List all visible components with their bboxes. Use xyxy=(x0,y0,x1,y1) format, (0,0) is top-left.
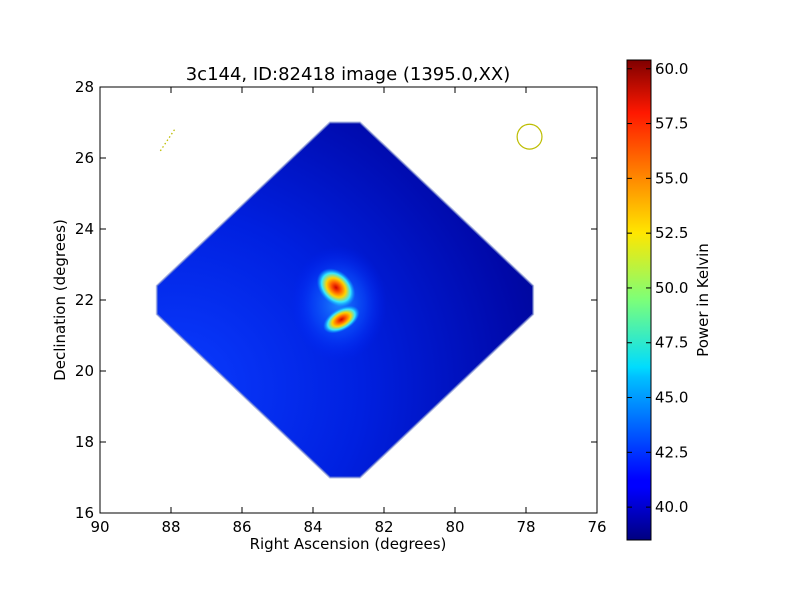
x-tick-label: 82 xyxy=(374,518,393,536)
colorbar-tick-label: 50.0 xyxy=(655,279,688,297)
colorbar xyxy=(626,59,652,541)
y-axis-title: Declination (degrees) xyxy=(51,219,69,381)
x-tick-label: 90 xyxy=(90,518,109,536)
dotted-marker xyxy=(159,129,176,152)
y-tick-label: 18 xyxy=(75,433,94,451)
y-tick-label: 26 xyxy=(75,149,94,167)
x-tick-label: 78 xyxy=(516,518,535,536)
x-axis: 90 88 86 84 82 80 78 76 xyxy=(90,87,607,536)
colorbar-tick-label: 45.0 xyxy=(655,389,688,407)
y-axis: 16 18 20 22 24 26 28 xyxy=(75,78,597,522)
colorbar-tick-label: 55.0 xyxy=(655,169,688,187)
colorbar-tick-label: 52.5 xyxy=(655,224,688,242)
y-tick-label: 24 xyxy=(75,220,94,238)
x-tick-label: 76 xyxy=(587,518,606,536)
colorbar-ticks: 40.0 42.5 45.0 47.5 50.0 52.5 55.0 57.5 60.0 xyxy=(627,60,688,516)
colorbar-tick-label: 47.5 xyxy=(655,334,688,352)
x-axis-title: Right Ascension (degrees) xyxy=(250,535,447,553)
sky-map xyxy=(155,121,535,479)
x-tick-label: 80 xyxy=(445,518,464,536)
y-tick-label: 20 xyxy=(75,362,94,380)
x-tick-label: 88 xyxy=(161,518,180,536)
x-tick-label: 86 xyxy=(232,518,251,536)
y-tick-label: 16 xyxy=(75,504,94,522)
colorbar-tick-label: 60.0 xyxy=(655,60,688,78)
beam-circle xyxy=(516,123,543,150)
colorbar-tick-label: 57.5 xyxy=(655,115,688,133)
annotations xyxy=(159,123,543,152)
x-tick-label: 84 xyxy=(303,518,322,536)
y-tick-label: 28 xyxy=(75,78,94,96)
colorbar-tick-label: 42.5 xyxy=(655,443,688,461)
y-tick-label: 22 xyxy=(75,291,94,309)
source-peak xyxy=(323,305,360,334)
source-peak xyxy=(316,268,356,307)
chart-title: 3c144, ID:82418 image (1395.0,XX) xyxy=(186,64,511,85)
colorbar-tick-label: 40.0 xyxy=(655,498,688,516)
colorbar-label: Power in Kelvin xyxy=(694,243,712,357)
